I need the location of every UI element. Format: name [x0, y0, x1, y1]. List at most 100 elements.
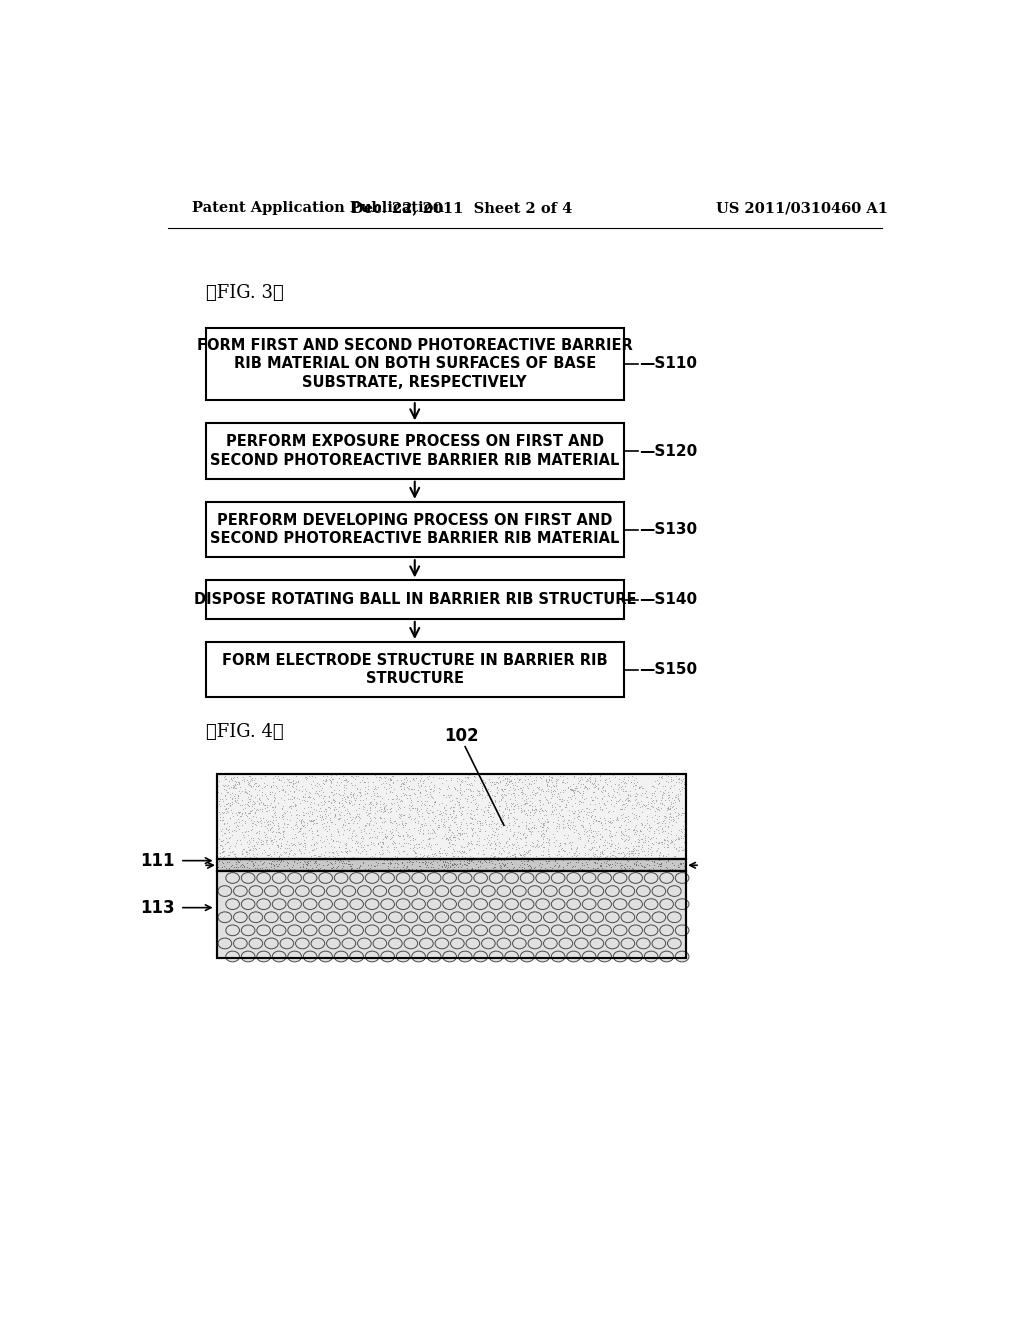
Point — [518, 812, 535, 833]
Point — [516, 850, 532, 871]
Point — [651, 855, 668, 876]
Point — [257, 841, 273, 862]
Point — [374, 853, 390, 874]
Point — [410, 779, 426, 800]
Point — [593, 854, 609, 875]
Point — [258, 812, 274, 833]
Point — [509, 793, 525, 814]
Point — [452, 817, 468, 838]
Point — [304, 826, 321, 847]
Point — [563, 788, 580, 809]
Point — [628, 807, 644, 828]
Ellipse shape — [513, 939, 526, 949]
Point — [230, 780, 247, 801]
Point — [327, 804, 343, 825]
Point — [553, 800, 569, 821]
Point — [417, 784, 433, 805]
Point — [527, 817, 544, 838]
Point — [550, 807, 566, 828]
Point — [368, 767, 384, 788]
Point — [424, 854, 440, 875]
Point — [481, 829, 498, 850]
Point — [360, 776, 377, 797]
Point — [471, 855, 487, 876]
Point — [461, 850, 477, 871]
Point — [614, 854, 631, 875]
Point — [536, 813, 552, 834]
Point — [279, 800, 295, 821]
Point — [265, 858, 282, 879]
Point — [483, 853, 500, 874]
Point — [232, 795, 249, 816]
Point — [372, 797, 388, 818]
Point — [544, 784, 560, 805]
Point — [656, 813, 673, 834]
Point — [609, 809, 626, 830]
Point — [241, 808, 257, 829]
Point — [254, 801, 270, 822]
Point — [347, 830, 364, 851]
Point — [229, 771, 246, 792]
Point — [508, 764, 524, 785]
Point — [614, 828, 631, 849]
Point — [547, 780, 563, 801]
Point — [424, 796, 440, 817]
Point — [634, 795, 650, 816]
Point — [676, 774, 692, 795]
Point — [484, 846, 501, 867]
Point — [651, 767, 668, 788]
Point — [551, 855, 567, 876]
Point — [581, 824, 597, 845]
Point — [382, 801, 398, 822]
Point — [550, 841, 566, 862]
Point — [439, 821, 456, 842]
Point — [453, 803, 469, 824]
Point — [550, 843, 566, 865]
Point — [330, 843, 346, 865]
Point — [482, 837, 499, 858]
Point — [672, 783, 688, 804]
Point — [315, 774, 332, 795]
Point — [566, 792, 583, 813]
Point — [599, 859, 615, 880]
Point — [641, 817, 657, 838]
Point — [424, 822, 440, 843]
Point — [538, 780, 554, 801]
Point — [614, 775, 631, 796]
Point — [384, 812, 400, 833]
Point — [344, 795, 360, 816]
Point — [218, 828, 234, 849]
Point — [577, 775, 593, 796]
Point — [519, 800, 536, 821]
Point — [615, 825, 632, 846]
Point — [327, 846, 343, 867]
Point — [653, 812, 670, 833]
Point — [549, 853, 565, 874]
Point — [656, 781, 673, 803]
Point — [292, 851, 308, 873]
Point — [612, 799, 629, 820]
Point — [528, 770, 545, 791]
Point — [562, 779, 579, 800]
Point — [244, 850, 260, 871]
Point — [393, 785, 410, 807]
Point — [324, 858, 340, 879]
Ellipse shape — [366, 899, 379, 909]
Point — [594, 814, 610, 836]
Point — [668, 784, 684, 805]
Point — [538, 788, 554, 809]
Point — [669, 797, 685, 818]
Point — [291, 804, 307, 825]
Point — [432, 810, 449, 832]
Point — [574, 792, 591, 813]
Point — [259, 845, 275, 866]
Point — [305, 809, 322, 830]
Point — [613, 822, 630, 843]
Point — [609, 807, 626, 828]
Point — [347, 768, 364, 789]
Point — [479, 784, 496, 805]
Point — [481, 851, 498, 873]
Point — [654, 833, 671, 854]
Point — [252, 789, 268, 810]
Point — [420, 787, 436, 808]
